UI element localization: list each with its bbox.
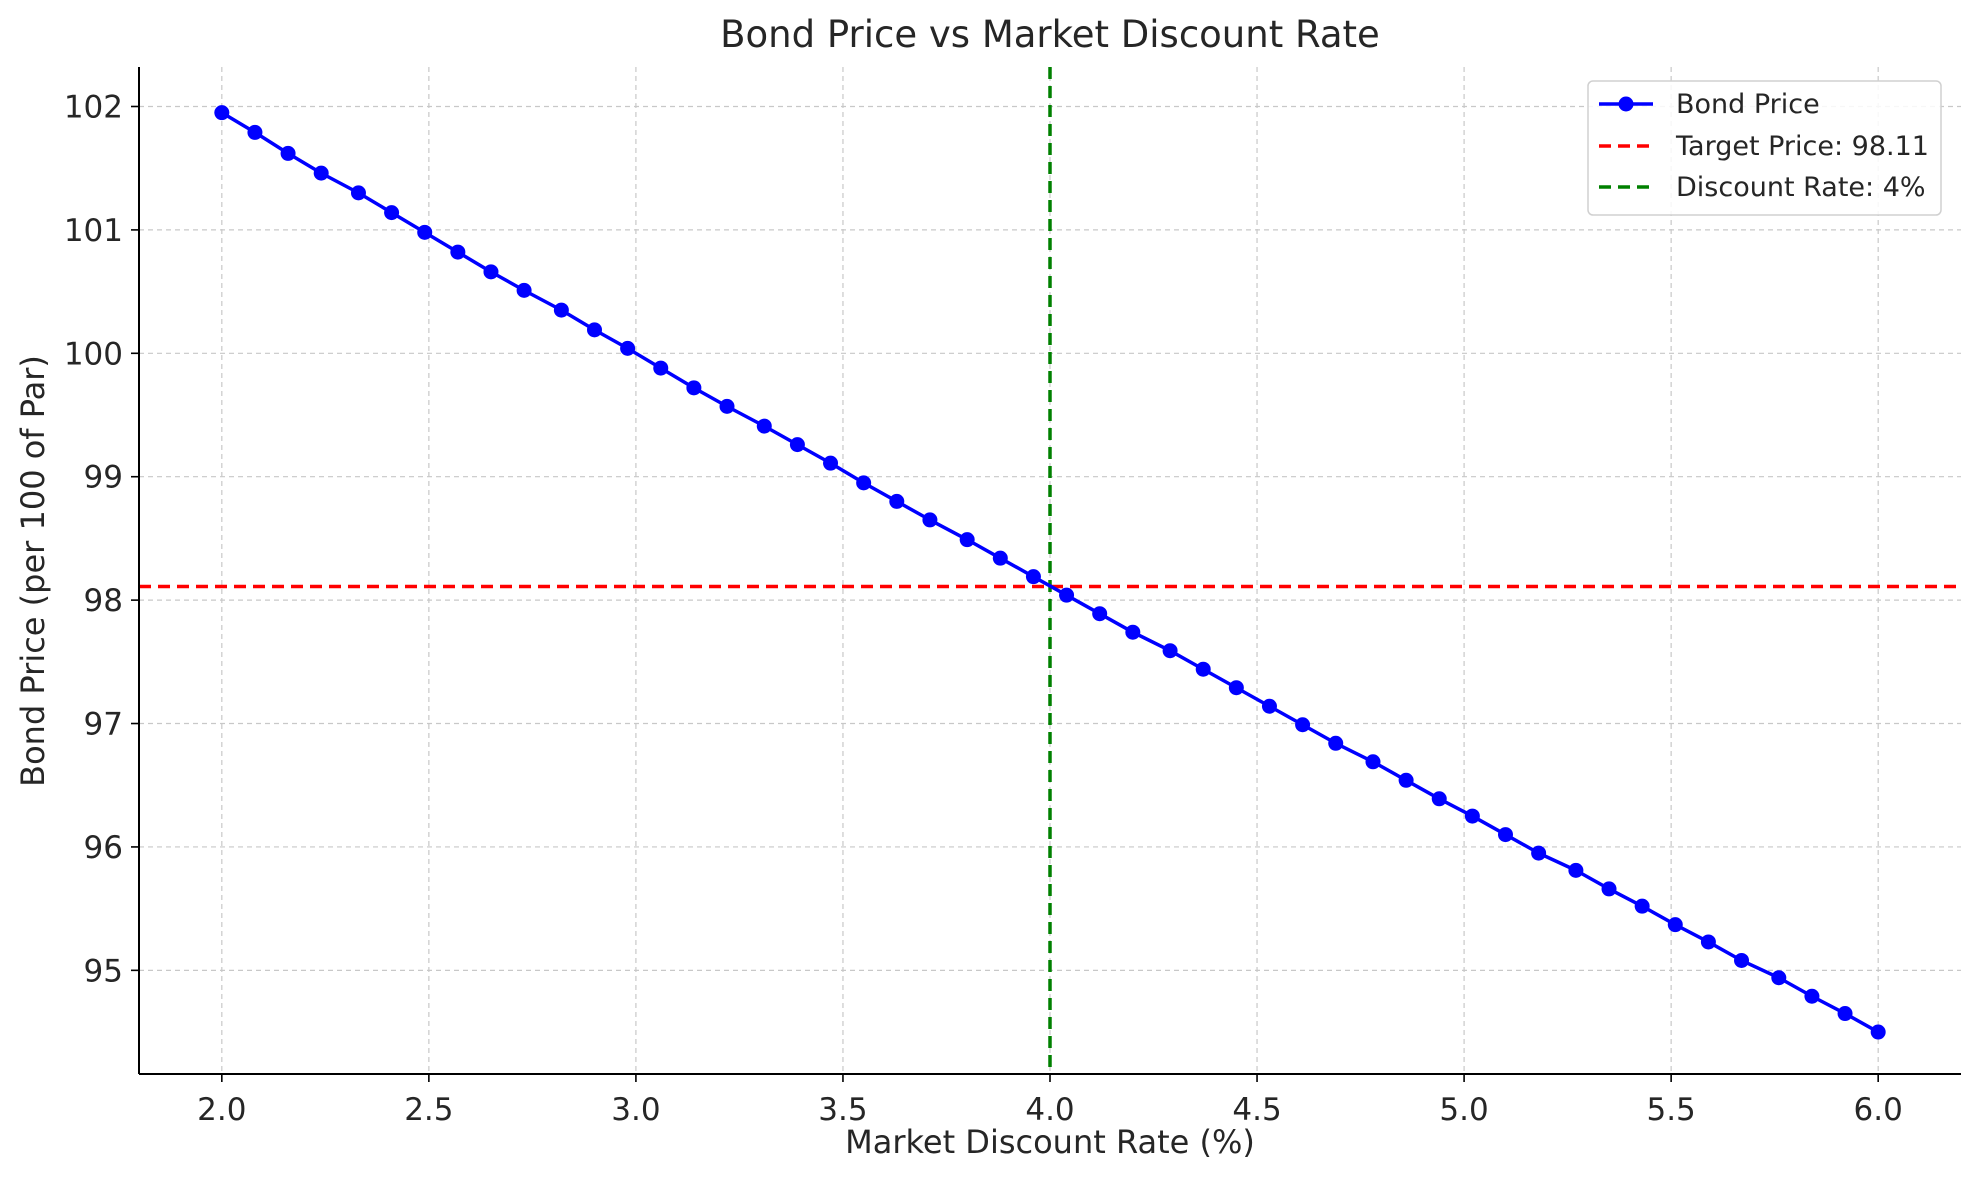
bond-price-point xyxy=(686,380,702,396)
bond-price-point xyxy=(1498,827,1513,843)
bond-price-point xyxy=(1700,934,1716,950)
y-tick-label: 98 xyxy=(84,583,123,619)
bond-price-point xyxy=(214,105,230,121)
bond-price-point xyxy=(1837,1006,1853,1022)
y-tick-label: 99 xyxy=(84,460,123,496)
bond-price-point xyxy=(516,282,532,298)
legend-bond-price-marker xyxy=(1618,96,1634,112)
bond-price-point xyxy=(992,550,1008,566)
legend: Bond Price Target Price: 98.11 Discount Ra… xyxy=(1587,80,1942,216)
bond-price-point xyxy=(247,124,263,140)
bond-price-point xyxy=(1195,661,1211,677)
bond-price-point xyxy=(1804,988,1820,1004)
reference-lines xyxy=(139,67,1961,1074)
bond-price-point xyxy=(1162,643,1178,659)
bond-price-point xyxy=(1025,569,1041,585)
legend-target-price-label: Target Price: 98.11 xyxy=(1675,131,1929,162)
bond-price-point xyxy=(1092,606,1108,622)
bond-price-point xyxy=(587,322,602,338)
bond-price-point xyxy=(1531,845,1547,861)
series-layer xyxy=(214,105,1886,1040)
bond-price-point xyxy=(1431,791,1447,807)
bond-price-point xyxy=(1634,898,1650,914)
bond-price-point xyxy=(1464,808,1480,824)
x-tick-label: 4.5 xyxy=(1232,1092,1281,1128)
bond-price-point xyxy=(313,165,329,181)
x-tick-label: 3.5 xyxy=(818,1092,867,1128)
bond-price-point xyxy=(1734,952,1750,968)
bond-price-point xyxy=(922,512,938,528)
bond-price-point xyxy=(1870,1024,1886,1040)
bond-price-point xyxy=(823,455,839,471)
bond-price-point xyxy=(1125,624,1141,640)
x-tick-label: 6.0 xyxy=(1854,1092,1903,1128)
bond-price-point xyxy=(1295,717,1311,733)
y-tick-label: 97 xyxy=(84,707,123,743)
bond-price-point xyxy=(1398,772,1414,788)
bond-price-point xyxy=(280,145,296,161)
chart-title: Bond Price vs Market Discount Rate xyxy=(720,13,1380,56)
bond-price-point xyxy=(1228,680,1244,696)
legend-bond-price-label: Bond Price xyxy=(1676,89,1820,120)
bond-price-point xyxy=(1771,970,1787,986)
bond-price-point xyxy=(1365,754,1381,770)
bond-price-point xyxy=(719,398,735,414)
bond-price-point xyxy=(417,224,433,240)
y-tick-label: 100 xyxy=(64,336,123,372)
y-tick-label: 95 xyxy=(84,953,123,989)
x-tick-label: 5.0 xyxy=(1439,1092,1488,1128)
bond-price-point xyxy=(889,493,905,509)
x-tick-label: 5.5 xyxy=(1646,1092,1695,1128)
y-axis-label: Bond Price (per 100 of Par) xyxy=(14,355,52,787)
y-tick-label: 101 xyxy=(64,213,123,249)
bond-price-point xyxy=(856,475,872,491)
y-tick-label: 96 xyxy=(84,830,123,866)
x-tick-label: 2.0 xyxy=(197,1092,246,1128)
bond-price-point xyxy=(1601,881,1617,897)
bond-price-point xyxy=(756,418,772,434)
legend-discount-rate-label: Discount Rate: 4% xyxy=(1676,172,1926,203)
bond-price-point xyxy=(1328,735,1344,751)
bond-price-point xyxy=(384,205,400,221)
y-tick-label: 102 xyxy=(64,89,123,125)
x-tick-label: 4.0 xyxy=(1025,1092,1074,1128)
bond-price-point xyxy=(789,437,805,453)
bond-price-point xyxy=(350,185,366,201)
legend-frame xyxy=(1587,80,1942,216)
x-axis-label: Market Discount Rate (%) xyxy=(845,1123,1255,1161)
bond-price-point xyxy=(483,264,499,280)
bond-price-point xyxy=(1568,862,1584,878)
bond-price-point xyxy=(1261,698,1277,714)
bond-price-point xyxy=(959,532,975,548)
x-tick-label: 2.5 xyxy=(404,1092,453,1128)
bond-price-point xyxy=(553,302,569,318)
axes xyxy=(131,67,1961,1082)
bond-price-point xyxy=(450,244,466,260)
bond-price-point xyxy=(1667,917,1683,933)
bond-price-point xyxy=(620,340,636,356)
bond-price-point xyxy=(653,360,669,376)
bond-price-point xyxy=(1059,587,1075,603)
x-tick-label: 3.0 xyxy=(611,1092,660,1128)
tick-labels: 2.0 2.5 3.0 3.5 4.0 4.5 5.0 5.5 6.0 95 96 97 98 99 100… xyxy=(64,89,1903,1128)
